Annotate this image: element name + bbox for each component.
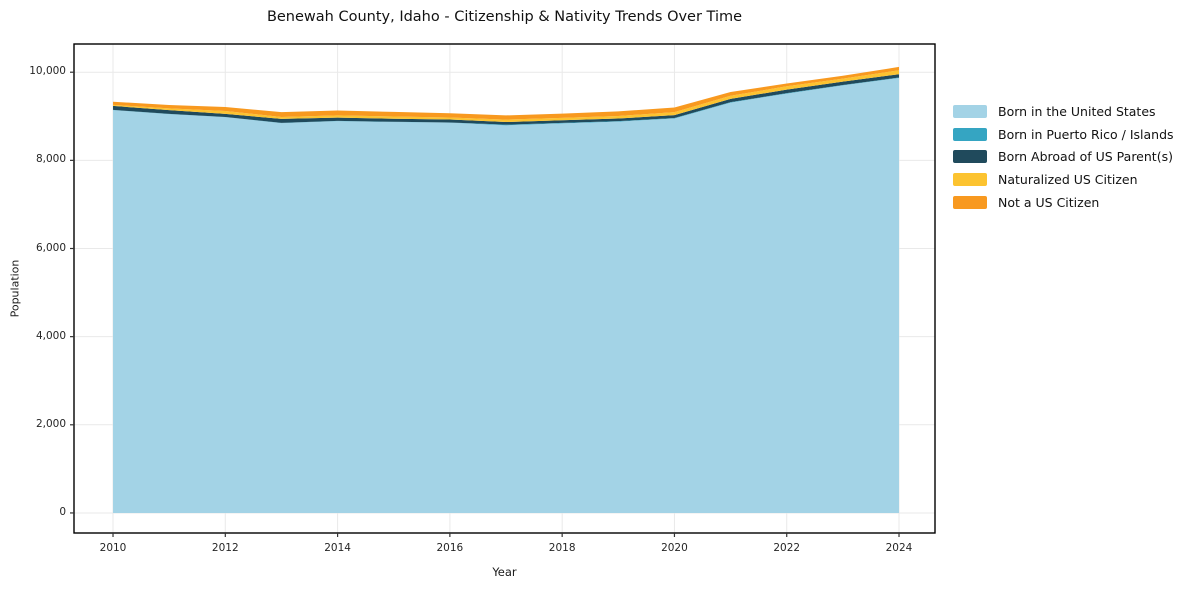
legend-item: Born in the United States [953, 100, 1174, 123]
chart-title: Benewah County, Idaho - Citizenship & Na… [266, 9, 743, 25]
area-series [113, 74, 900, 125]
x-tick-label: 2014 [324, 542, 351, 554]
legend-swatch [953, 104, 987, 118]
legend-label: Naturalized US Citizen [998, 172, 1138, 188]
legend-label: Born Abroad of US Parent(s) [998, 149, 1173, 165]
legend-item: Born Abroad of US Parent(s) [953, 146, 1174, 169]
x-tick-label: 2018 [548, 542, 576, 554]
area-series [113, 66, 900, 120]
y-axis-label: Population [8, 259, 22, 318]
x-tick-label: 2016 [436, 542, 464, 554]
legend-label: Born in Puerto Rico / Islands [998, 126, 1174, 142]
legend-item: Born in Puerto Rico / Islands [953, 123, 1174, 146]
y-tick-label: 4,000 [35, 329, 66, 342]
legend-swatch [953, 196, 987, 210]
x-tick-label: 2020 [661, 542, 688, 554]
plot-frame [73, 43, 936, 534]
legend: Born in the United States Born in Puerto … [953, 100, 1174, 214]
x-tick-label: 2022 [773, 542, 801, 554]
x-tick-label: 2024 [885, 542, 913, 554]
y-tick-label: 2,000 [35, 417, 66, 430]
x-tick-label: 2010 [99, 542, 127, 554]
area-series [113, 70, 900, 123]
legend-swatch [953, 127, 987, 141]
y-tick-label: 0 [59, 505, 66, 518]
y-tick-label: 10,000 [29, 65, 66, 78]
legend-label: Not a US Citizen [998, 195, 1100, 211]
area-series [113, 77, 900, 513]
legend-swatch [953, 173, 987, 187]
legend-label: Born in the United States [998, 103, 1156, 119]
legend-swatch [953, 150, 987, 164]
y-tick-label: 8,000 [35, 153, 66, 166]
x-tick-label: 2012 [211, 542, 239, 554]
legend-item: Naturalized US Citizen [953, 168, 1174, 191]
x-axis-label: Year [492, 565, 517, 579]
legend-item: Not a US Citizen [953, 191, 1174, 214]
y-tick-label: 6,000 [35, 241, 66, 254]
